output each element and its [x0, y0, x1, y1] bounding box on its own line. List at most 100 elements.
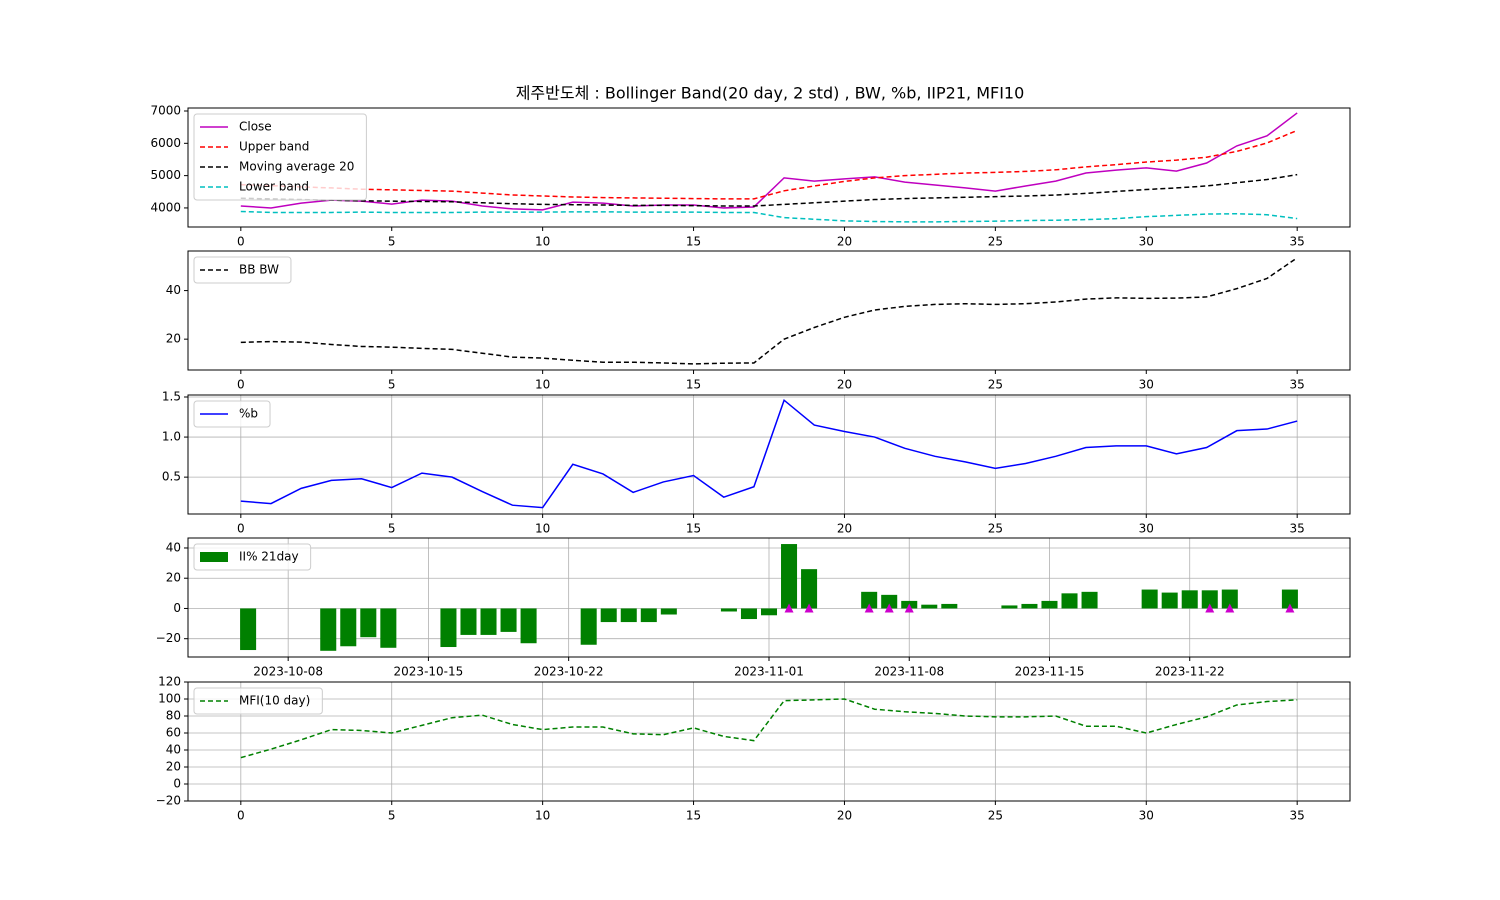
- bar: [921, 604, 938, 609]
- y-tick-label: 1.5: [162, 390, 181, 404]
- x-tick-label: 30: [1139, 235, 1154, 249]
- x-tick-label: 25: [988, 235, 1003, 249]
- y-tick-label: 7000: [150, 104, 181, 118]
- x-tick-label: 2023-10-22: [534, 665, 604, 679]
- y-tick-label: 0: [173, 601, 181, 615]
- y-tick-label: 40: [166, 283, 181, 297]
- legend-label: MFI(10 day): [239, 694, 310, 708]
- signal-marker: [864, 603, 874, 613]
- x-tick-label: 5: [388, 378, 396, 392]
- bar: [640, 608, 657, 623]
- legend-label: Moving average 20: [239, 160, 354, 174]
- legend: BB BW: [193, 256, 292, 284]
- signal-marker: [784, 603, 794, 613]
- legend-box: [193, 543, 312, 571]
- x-tick-label: 35: [1290, 235, 1305, 249]
- x-tick-label: 0: [237, 809, 245, 823]
- bar: [1061, 593, 1078, 609]
- x-tick-label: 2023-10-15: [394, 665, 464, 679]
- x-tick-label: 30: [1139, 809, 1154, 823]
- axes-frame: [187, 250, 1351, 371]
- x-tick-label: 5: [388, 809, 396, 823]
- bar: [1141, 589, 1158, 609]
- x-tick-label: 35: [1290, 809, 1305, 823]
- legend: %b: [193, 400, 271, 428]
- bar: [320, 608, 337, 651]
- bar: [720, 608, 737, 612]
- y-tick-label: 60: [166, 726, 181, 740]
- bar: [600, 608, 617, 623]
- bar: [861, 591, 878, 609]
- axes-frame: [187, 537, 1351, 658]
- bar: [580, 608, 597, 645]
- legend-swatch: [200, 552, 228, 562]
- x-tick-label: 25: [988, 809, 1003, 823]
- x-tick-label: 20: [837, 235, 852, 249]
- x-tick-label: 35: [1290, 378, 1305, 392]
- line: [240, 698, 1298, 759]
- signal-marker: [804, 603, 814, 613]
- y-tick-label: 1.0: [162, 430, 181, 444]
- bar: [941, 603, 958, 609]
- line: [240, 398, 1298, 509]
- legend-box: [193, 400, 271, 428]
- y-tick-label: 20: [166, 760, 181, 774]
- bar: [760, 608, 778, 616]
- axes-frame: [187, 394, 1351, 515]
- legend-box: [193, 687, 323, 715]
- bar: [460, 608, 477, 635]
- x-tick-label: 25: [988, 522, 1003, 536]
- bar: [1021, 603, 1038, 609]
- x-tick-label: 0: [237, 522, 245, 536]
- bar: [440, 608, 457, 648]
- axes-frame: [187, 107, 1351, 228]
- bar: [1001, 605, 1018, 609]
- x-tick-label: 2023-11-15: [1015, 665, 1085, 679]
- plot-area: [188, 108, 1350, 227]
- bar: [1041, 600, 1058, 609]
- legend-label: %b: [239, 407, 258, 421]
- axes-frame: [187, 681, 1351, 802]
- x-tick-label: 15: [686, 522, 701, 536]
- line: [240, 129, 1298, 200]
- legend-label: Close: [239, 120, 272, 134]
- legend-box: [193, 256, 292, 284]
- x-tick-label: 30: [1139, 522, 1154, 536]
- x-tick-label: 15: [686, 235, 701, 249]
- x-tick-label: 20: [837, 378, 852, 392]
- legend: Close Upper band Moving average 20 Lower ba…: [193, 113, 367, 201]
- legend-label: II% 21day: [239, 550, 299, 564]
- signal-marker: [904, 603, 914, 613]
- x-tick-label: 5: [388, 522, 396, 536]
- y-tick-label: 0: [173, 777, 181, 791]
- bar: [1161, 592, 1178, 609]
- bar: [520, 608, 537, 644]
- x-tick-label: 2023-11-08: [874, 665, 944, 679]
- x-tick-label: 20: [837, 809, 852, 823]
- bar: [1281, 589, 1298, 609]
- y-tick-label: 80: [166, 709, 181, 723]
- y-tick-label: −20: [156, 631, 181, 645]
- x-tick-label: 20: [837, 522, 852, 536]
- bar: [881, 594, 898, 609]
- legend-box: [193, 113, 367, 201]
- bar: [240, 608, 257, 651]
- x-tick-label: 15: [686, 378, 701, 392]
- x-tick-label: 30: [1139, 378, 1154, 392]
- x-tick-label: 5: [388, 235, 396, 249]
- y-tick-label: −20: [156, 794, 181, 808]
- x-tick-label: 25: [988, 378, 1003, 392]
- bar: [500, 608, 517, 632]
- plot-area: [188, 682, 1350, 801]
- legend-label: Lower band: [239, 180, 309, 194]
- bar: [360, 608, 377, 638]
- bar: [781, 544, 798, 609]
- bar: [801, 569, 818, 609]
- y-tick-label: 20: [166, 332, 181, 346]
- y-tick-label: 20: [166, 571, 181, 585]
- signal-marker: [1225, 603, 1235, 613]
- x-tick-label: 10: [535, 235, 550, 249]
- x-tick-label: 10: [535, 378, 550, 392]
- y-tick-label: 100: [158, 692, 181, 706]
- x-tick-label: 2023-11-22: [1155, 665, 1225, 679]
